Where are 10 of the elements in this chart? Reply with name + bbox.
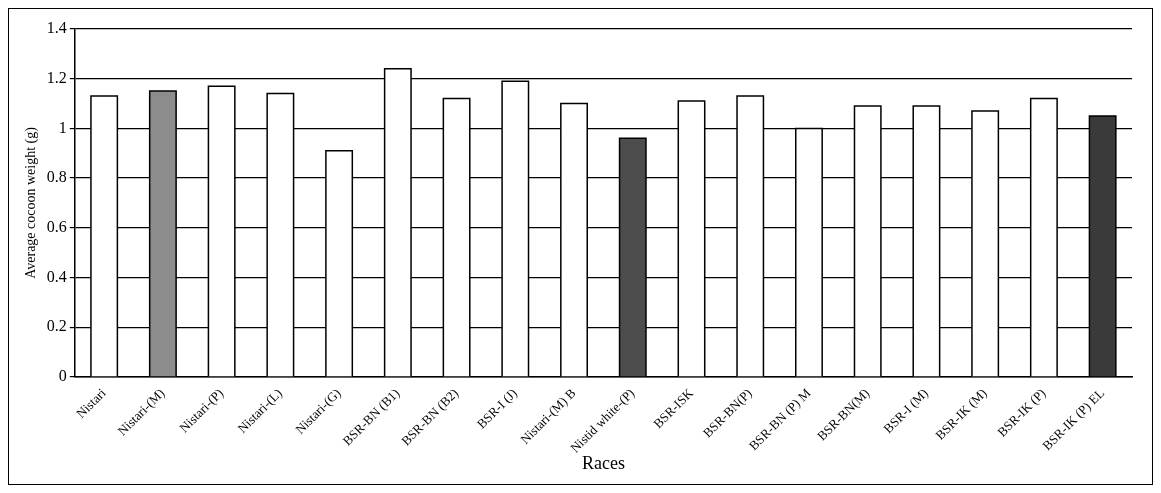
y-tick-label: 1 [58, 118, 67, 136]
x-axis-title: Races [581, 452, 625, 473]
y-tick-label: 1.2 [46, 68, 67, 86]
y-tick-label: 0 [58, 367, 67, 385]
y-tick-label: 0.6 [46, 217, 67, 235]
y-tick-label: 0.8 [46, 168, 67, 186]
y-axis-title: Average cocoon weight (g) [23, 126, 40, 279]
y-tick-label: 0.4 [46, 267, 67, 285]
y-tick-label: 0.2 [46, 317, 67, 335]
y-tick-label: 1.4 [46, 19, 67, 37]
